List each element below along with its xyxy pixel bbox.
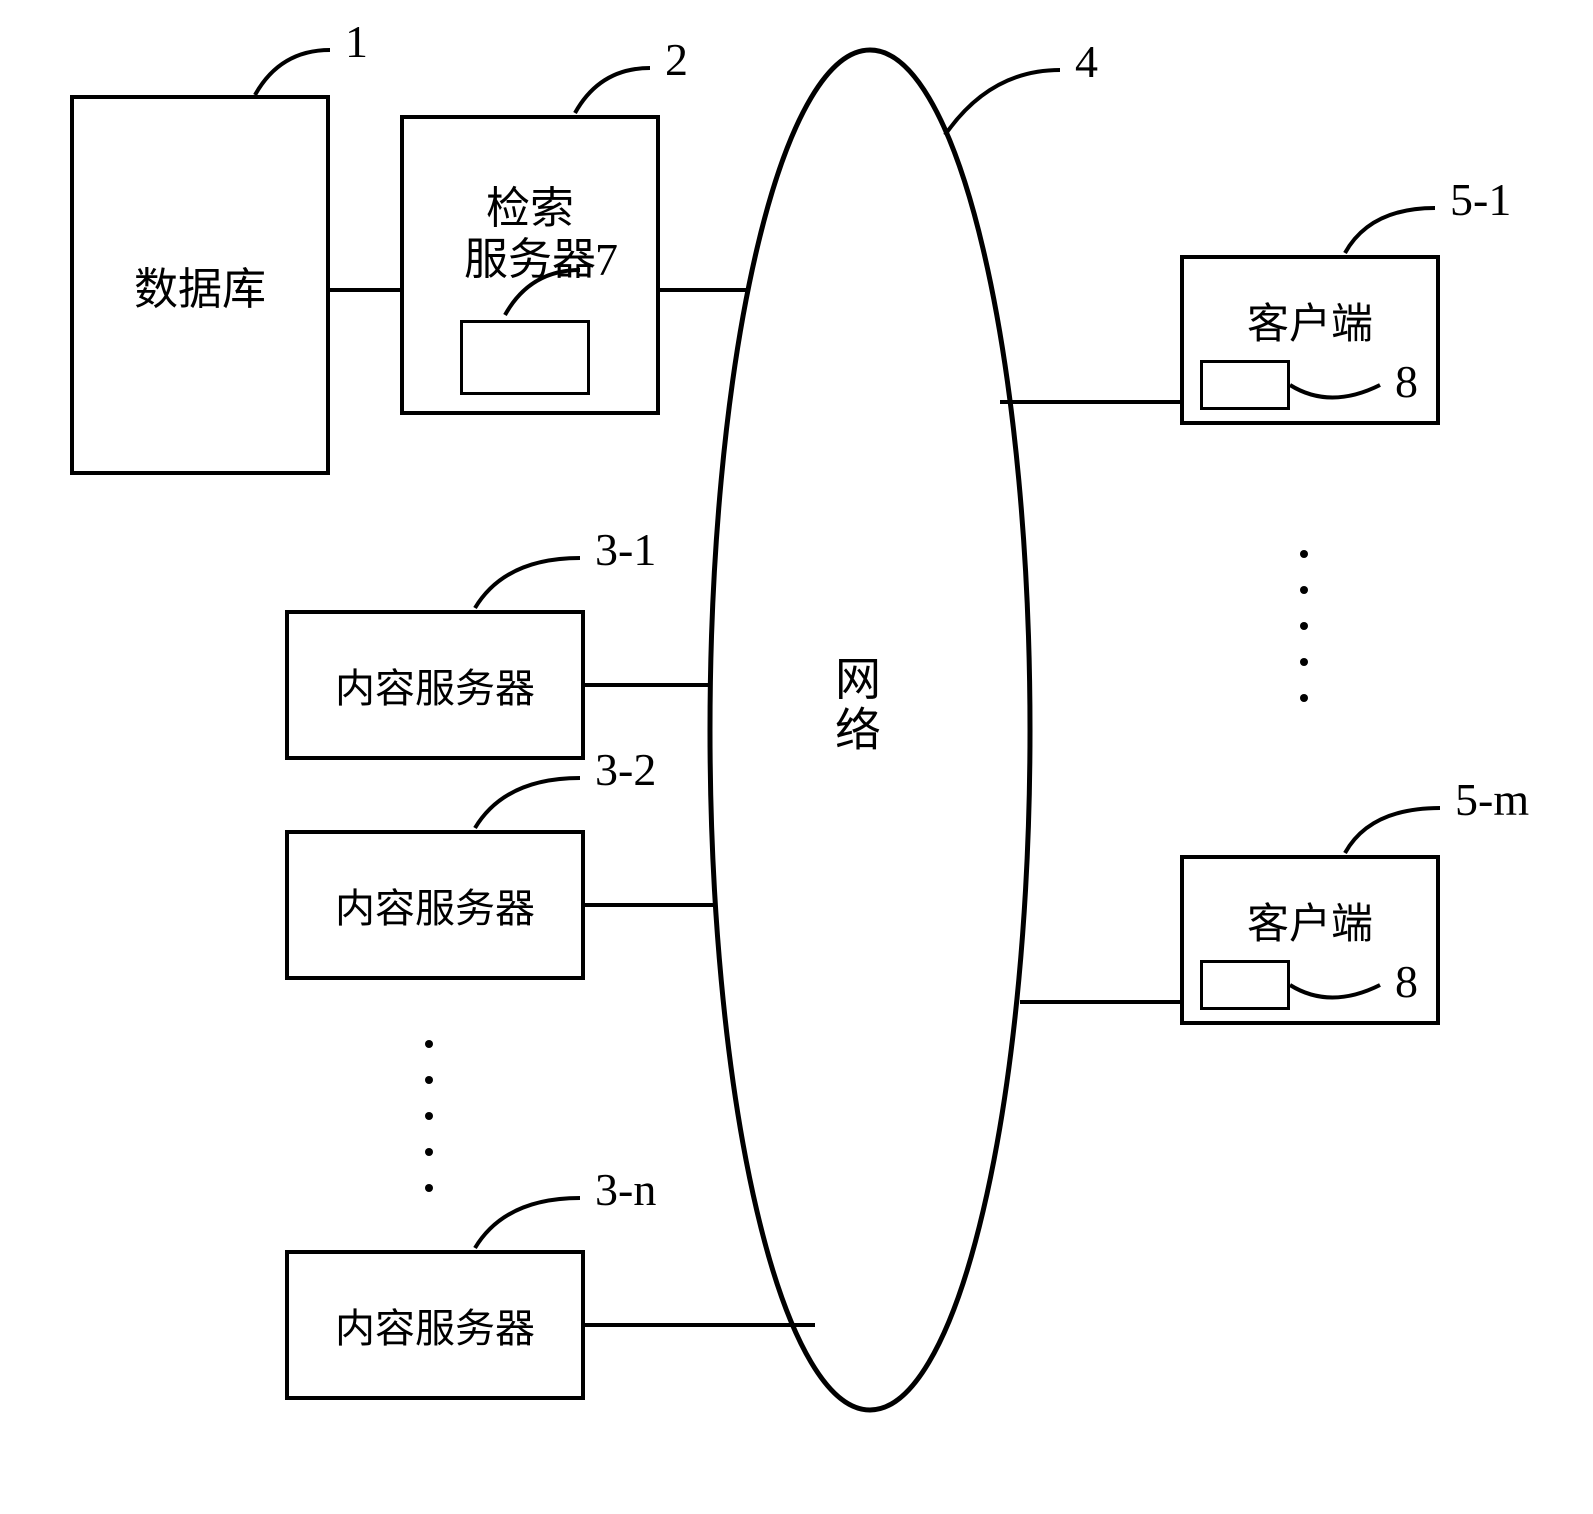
content-server-n-box: 内容服务器 [285,1250,585,1400]
search-server-inner-box [460,320,590,395]
content-server-2-box: 内容服务器 [285,830,585,980]
ref-8b: 8 [1395,955,1418,1008]
network-label-line2: 络 [835,705,881,756]
content-server-1-box: 内容服务器 [285,610,585,760]
network-label: 网 络 [835,655,881,756]
line-csn-network [585,1323,815,1327]
line-cs1-network [585,683,710,687]
line-net-clientm [1020,1000,1180,1004]
line-db-search [330,288,400,292]
leader-8b [1290,970,1410,1020]
leader-4 [940,60,1090,150]
content-server-n-label: 内容服务器 [335,1296,535,1354]
ref-2: 2 [665,33,688,86]
client-1-label: 客户端 [1247,290,1373,351]
ref-5-1: 5-1 [1450,173,1511,226]
search-server-label-1: 检索 [486,184,574,235]
line-net-client1 [1000,400,1180,404]
content-server-1-label: 内容服务器 [335,656,535,714]
database-box: 数据库 [70,95,330,475]
content-server-dots [425,1040,433,1192]
ref-4: 4 [1075,35,1098,88]
client-m-inner-box [1200,960,1290,1010]
network-label-line1: 网 [835,654,881,705]
line-cs2-network [585,903,715,907]
database-label: 数据库 [134,253,266,317]
ref-8a: 8 [1395,355,1418,408]
client-1-inner-box [1200,360,1290,410]
content-server-2-label: 内容服务器 [335,876,535,934]
ref-7: 7 [595,233,618,286]
ref-5-m: 5-m [1455,773,1529,826]
client-dots [1300,550,1308,702]
ref-3-2: 3-2 [595,743,656,796]
ref-3-n: 3-n [595,1163,656,1216]
ref-3-1: 3-1 [595,523,656,576]
client-m-label: 客户端 [1247,890,1373,951]
diagram-canvas: 网 络 数据库 检索 服务器 内容服务器 内容服务器 内容服务器 客户端 客户端 [0,0,1593,1514]
leader-8a [1290,370,1410,420]
ref-1: 1 [345,15,368,68]
line-search-network [660,288,748,292]
